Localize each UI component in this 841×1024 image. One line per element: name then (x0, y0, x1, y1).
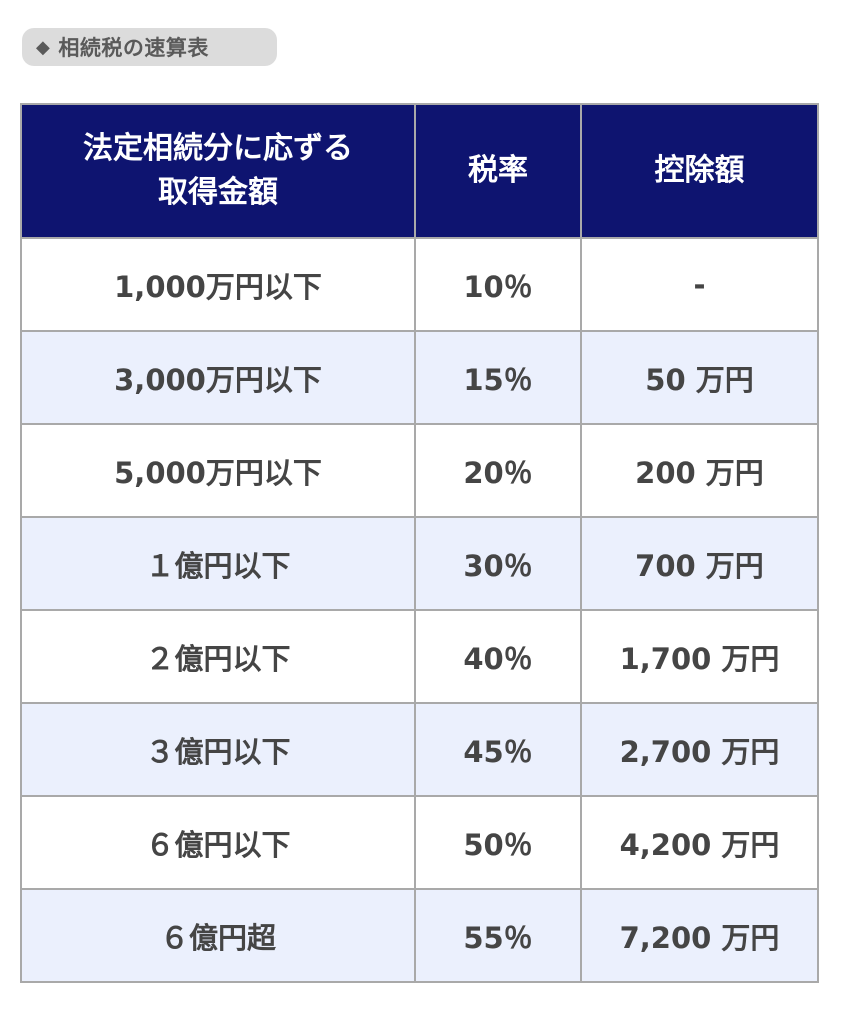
table-row: ３億円以下 45％ 2,700 万円 (20, 702, 819, 797)
cell-amount: ２億円以下 (20, 609, 416, 704)
cell-deduction: 7,200 万円 (580, 888, 819, 983)
table-row: ６億円超 55％ 7,200 万円 (20, 888, 819, 983)
cell-amount: 5,000万円以下 (20, 423, 416, 518)
cell-deduction: - (580, 237, 819, 332)
cell-rate: 15％ (414, 330, 582, 425)
table-row: ６億円以下 50％ 4,200 万円 (20, 795, 819, 890)
cell-rate: 20％ (414, 423, 582, 518)
section-title-text: 相続税の速算表 (58, 36, 209, 60)
table-row: １億円以下 30％ 700 万円 (20, 516, 819, 611)
cell-amount: 1,000万円以下 (20, 237, 416, 332)
cell-deduction: 50 万円 (580, 330, 819, 425)
cell-amount: １億円以下 (20, 516, 416, 611)
cell-deduction: 200 万円 (580, 423, 819, 518)
cell-rate: 40％ (414, 609, 582, 704)
table-row: 5,000万円以下 20％ 200 万円 (20, 423, 819, 518)
header-taxable-amount: 法定相続分に応ずる 取得金額 (20, 103, 416, 239)
cell-amount: ６億円超 (20, 888, 416, 983)
cell-deduction: 2,700 万円 (580, 702, 819, 797)
cell-deduction: 1,700 万円 (580, 609, 819, 704)
header-deduction: 控除額 (580, 103, 819, 239)
cell-rate: 50％ (414, 795, 582, 890)
table-row: 3,000万円以下 15％ 50 万円 (20, 330, 819, 425)
cell-deduction: 4,200 万円 (580, 795, 819, 890)
cell-rate: 55％ (414, 888, 582, 983)
cell-amount: 3,000万円以下 (20, 330, 416, 425)
table-row: ２億円以下 40％ 1,700 万円 (20, 609, 819, 704)
diamond-icon: ◆ (36, 36, 51, 58)
cell-rate: 30％ (414, 516, 582, 611)
cell-amount: ６億円以下 (20, 795, 416, 890)
cell-deduction: 700 万円 (580, 516, 819, 611)
cell-amount: ３億円以下 (20, 702, 416, 797)
cell-rate: 45％ (414, 702, 582, 797)
section-title: ◆ 相続税の速算表 (22, 28, 277, 66)
table-header-row: 法定相続分に応ずる 取得金額 税率 控除額 (20, 103, 819, 239)
header-tax-rate: 税率 (414, 103, 582, 239)
cell-rate: 10％ (414, 237, 582, 332)
table-row: 1,000万円以下 10％ - (20, 237, 819, 332)
inheritance-tax-rate-table: 法定相続分に応ずる 取得金額 税率 控除額 1,000万円以下 10％ - 3,… (20, 103, 819, 983)
